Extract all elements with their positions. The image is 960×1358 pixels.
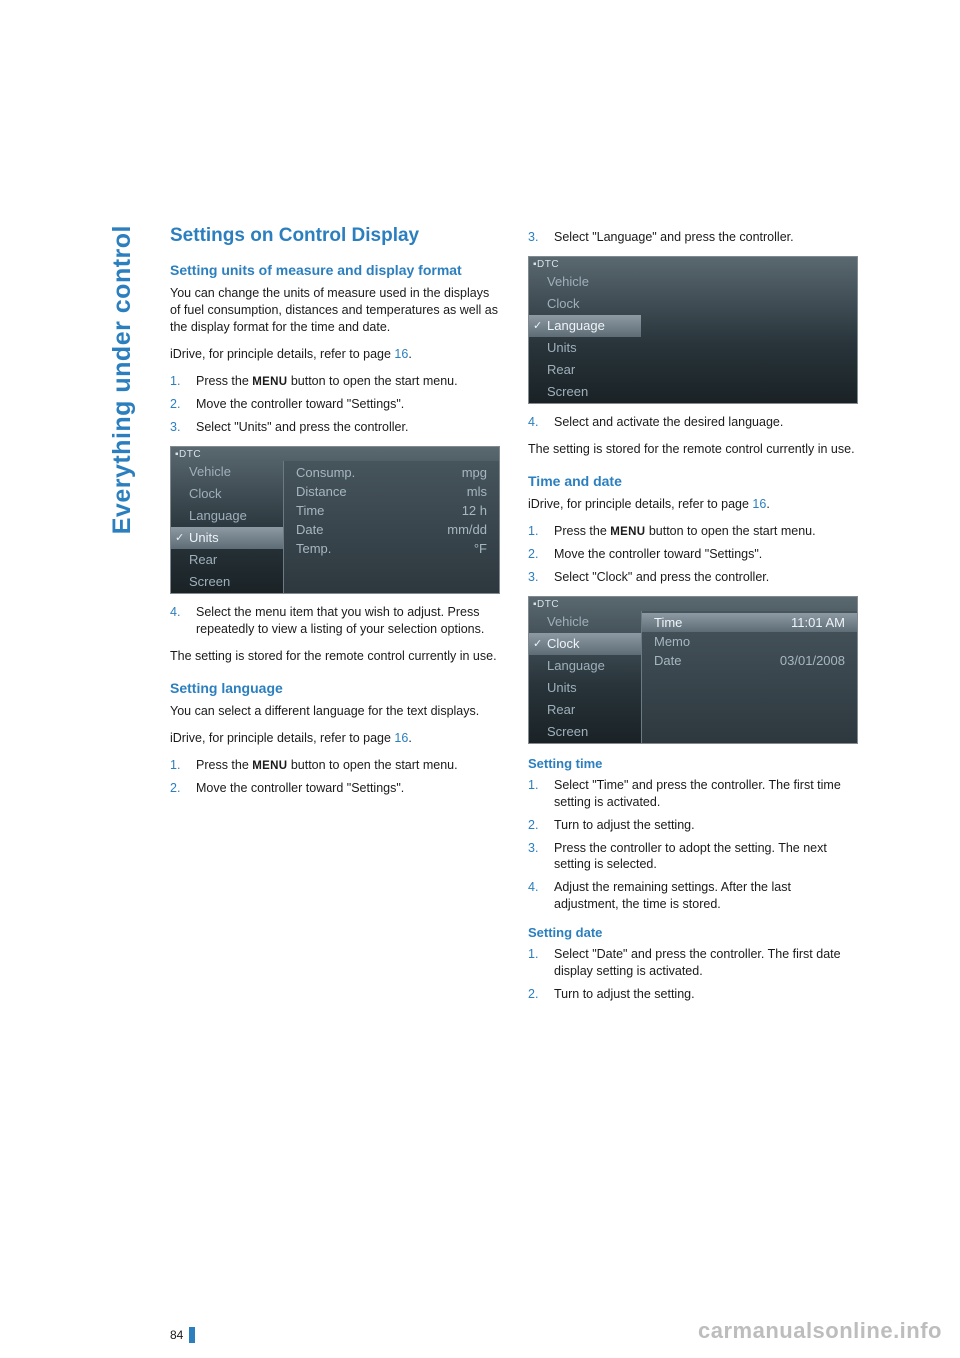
step-item: 1.Press the MENU button to open the star… [170,373,500,391]
paragraph: You can change the units of measure used… [170,285,500,336]
step-item: 3.Select "Language" and press the contro… [528,229,858,246]
menu-item-selected: Clock [529,633,641,655]
page-ref-link[interactable]: 16 [394,731,408,745]
page-ref-link[interactable]: 16 [752,497,766,511]
sidebar-label-text: Everything under control [108,225,137,534]
screenshot-detail: Consump.mpg Distancemls Time12 h Datemm/… [283,461,499,593]
steps-list: 3.Select "Language" and press the contro… [528,229,858,246]
menu-button-label: MENU [252,760,287,772]
screenshot-detail: Time11:01 AM Memo Date03/01/2008 [641,611,857,743]
menu-item: Clock [529,293,641,315]
menu-item: Vehicle [529,611,641,633]
paragraph: iDrive, for principle details, refer to … [528,496,858,513]
page-content: Settings on Control Display Setting unit… [170,225,860,1013]
menu-item: Screen [171,571,283,593]
screenshot-clock: ▪DTC Vehicle Clock Language Units Rear S… [528,596,858,744]
menu-item: Language [529,655,641,677]
paragraph: The setting is stored for the remote con… [528,441,858,458]
dtc-badge: ▪DTC [533,599,559,610]
steps-list: 1.Select "Time" and press the controller… [528,777,858,913]
menu-button-label: MENU [252,376,287,388]
step-item: 1.Select "Date" and press the controller… [528,946,858,980]
sidebar-section-label: Everything under control [108,225,148,595]
menu-item: Language [171,505,283,527]
step-item: 1.Press the MENU button to open the star… [528,523,858,541]
heading-time-date: Time and date [528,472,858,490]
steps-list: 4.Select and activate the desired langua… [528,414,858,431]
menu-item: Clock [171,483,283,505]
dtc-badge: ▪DTC [175,449,201,460]
step-item: 4.Select the menu item that you wish to … [170,604,500,638]
steps-list: 1.Select "Date" and press the controller… [528,946,858,1003]
left-column: Settings on Control Display Setting unit… [170,225,500,1013]
menu-button-label: MENU [610,526,645,538]
step-item: 3.Press the controller to adopt the sett… [528,840,858,874]
dtc-badge: ▪DTC [533,259,559,270]
menu-item-selected: Language [529,315,641,337]
menu-item: Rear [171,549,283,571]
menu-item: Rear [529,359,641,381]
step-item: 4.Select and activate the desired langua… [528,414,858,431]
step-item: 2.Move the controller toward "Settings". [528,546,858,563]
steps-list: 1.Press the MENU button to open the star… [528,523,858,586]
screenshot-menu: Vehicle Clock Language Units Rear Screen [529,611,641,743]
menu-item: Rear [529,699,641,721]
steps-list: 1.Press the MENU button to open the star… [170,373,500,436]
paragraph: iDrive, for principle details, refer to … [170,346,500,363]
page-title: Settings on Control Display [170,225,500,247]
menu-item: Screen [529,381,641,403]
paragraph: The setting is stored for the remote con… [170,648,500,665]
step-item: 1.Press the MENU button to open the star… [170,757,500,775]
screenshot-language: ▪DTC Vehicle Clock Language Units Rear S… [528,256,858,404]
page-ref-link[interactable]: 16 [394,347,408,361]
step-item: 4.Adjust the remaining settings. After t… [528,879,858,913]
paragraph: iDrive, for principle details, refer to … [170,730,500,747]
screenshot-menu: Vehicle Clock Language Units Rear Screen [171,461,283,593]
step-item: 3.Select "Clock" and press the controlle… [528,569,858,586]
page-marker-icon [189,1327,195,1343]
menu-item-selected: Units [171,527,283,549]
menu-item: Vehicle [529,271,641,293]
menu-item: Units [529,677,641,699]
step-item: 2.Turn to adjust the setting. [528,986,858,1003]
right-column: 3.Select "Language" and press the contro… [528,225,858,1013]
heading-language: Setting language [170,679,500,697]
step-item: 2.Move the controller toward "Settings". [170,396,500,413]
steps-list: 4.Select the menu item that you wish to … [170,604,500,638]
heading-setting-date: Setting date [528,925,858,940]
step-item: 1.Select "Time" and press the controller… [528,777,858,811]
page-number: 84 [170,1327,195,1343]
step-item: 2.Move the controller toward "Settings". [170,780,500,797]
menu-item: Screen [529,721,641,743]
heading-units: Setting units of measure and display for… [170,261,500,279]
menu-item: Units [529,337,641,359]
steps-list: 1.Press the MENU button to open the star… [170,757,500,797]
screenshot-units: ▪DTC Vehicle Clock Language Units Rear S… [170,446,500,594]
heading-setting-time: Setting time [528,756,858,771]
step-item: 3.Select "Units" and press the controlle… [170,419,500,436]
screenshot-menu: Vehicle Clock Language Units Rear Screen [529,271,641,403]
step-item: 2.Turn to adjust the setting. [528,817,858,834]
paragraph: You can select a different language for … [170,703,500,720]
watermark: carmanualsonline.info [698,1318,942,1344]
menu-item: Vehicle [171,461,283,483]
